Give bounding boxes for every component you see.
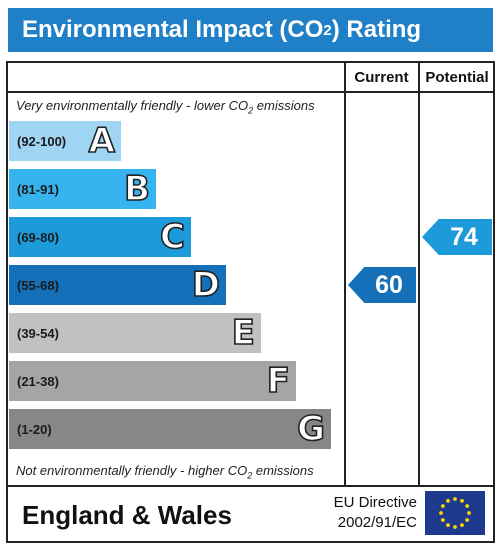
- eu-star: [439, 511, 443, 515]
- divider-current: [344, 63, 346, 487]
- band-range: (92-100): [17, 133, 67, 149]
- eu-star: [460, 498, 464, 503]
- column-potential: Potential: [425, 68, 489, 86]
- band-letter: D: [191, 265, 221, 305]
- band-letter: F: [266, 361, 291, 401]
- band-f: (21-38) F: [9, 361, 296, 401]
- eu-star: [467, 511, 471, 515]
- chart-title: Environmental Impact (CO 2) Rating: [8, 8, 493, 52]
- band-c: (69-80) C: [9, 217, 191, 257]
- note-top-pre: Very environmentally friendly - lower CO: [16, 98, 249, 113]
- header-divider: [8, 91, 493, 93]
- band-d: (55-68) D: [9, 265, 226, 305]
- eu-star: [453, 525, 457, 529]
- band-b: (81-91) B: [9, 169, 156, 209]
- directive-line2: 2002/91/EC: [337, 514, 417, 531]
- note-bottom: Not environmentally friendly - higher CO…: [16, 463, 314, 481]
- rating-table: Current Potential Very environmentally f…: [6, 61, 495, 543]
- eu-directive: EU Directive 2002/91/EC: [334, 493, 417, 533]
- potential-rating-arrow: 74: [422, 219, 492, 255]
- eu-star: [446, 523, 450, 528]
- title-sub: 2: [323, 21, 332, 39]
- title-pre: Environmental Impact (CO: [22, 16, 324, 43]
- note-top: Very environmentally friendly - lower CO…: [16, 98, 315, 116]
- footer-divider: [8, 485, 493, 487]
- directive-line1: EU Directive: [333, 494, 417, 511]
- band-range: (39-54): [17, 325, 59, 341]
- note-bottom-sub: 2: [247, 470, 253, 481]
- eu-star: [440, 504, 445, 508]
- eu-star: [440, 518, 445, 522]
- eu-star: [446, 498, 450, 503]
- band-a: (92-100) A: [9, 121, 121, 161]
- band-letter: A: [88, 121, 116, 161]
- band-letter: G: [296, 409, 326, 449]
- eu-star: [460, 523, 464, 528]
- note-bottom-pre: Not environmentally friendly - higher CO: [16, 463, 248, 478]
- eu-flag-icon: [425, 491, 485, 535]
- band-e: (39-54) E: [9, 313, 261, 353]
- band-range: (21-38): [17, 373, 59, 389]
- note-top-sub: 2: [248, 105, 254, 116]
- band-g: (1-20) G: [9, 409, 331, 449]
- band-letter: B: [123, 169, 151, 209]
- eu-star: [465, 504, 470, 508]
- column-current: Current: [354, 68, 409, 86]
- title-post: ) Rating: [331, 16, 422, 43]
- note-top-post: emissions: [253, 98, 315, 113]
- band-range: (55-68): [17, 277, 59, 293]
- band-range: (81-91): [17, 181, 59, 197]
- region-label: England & Wales: [22, 500, 232, 530]
- note-bottom-post: emissions: [252, 463, 314, 478]
- divider-potential: [418, 63, 420, 487]
- current-rating-arrow: 60: [348, 267, 416, 303]
- band-range: (1-20): [17, 421, 52, 437]
- band-range: (69-80): [17, 229, 59, 245]
- band-letter: C: [159, 217, 186, 257]
- band-letter: E: [231, 313, 256, 353]
- eu-star: [453, 497, 457, 501]
- eu-star: [465, 518, 470, 522]
